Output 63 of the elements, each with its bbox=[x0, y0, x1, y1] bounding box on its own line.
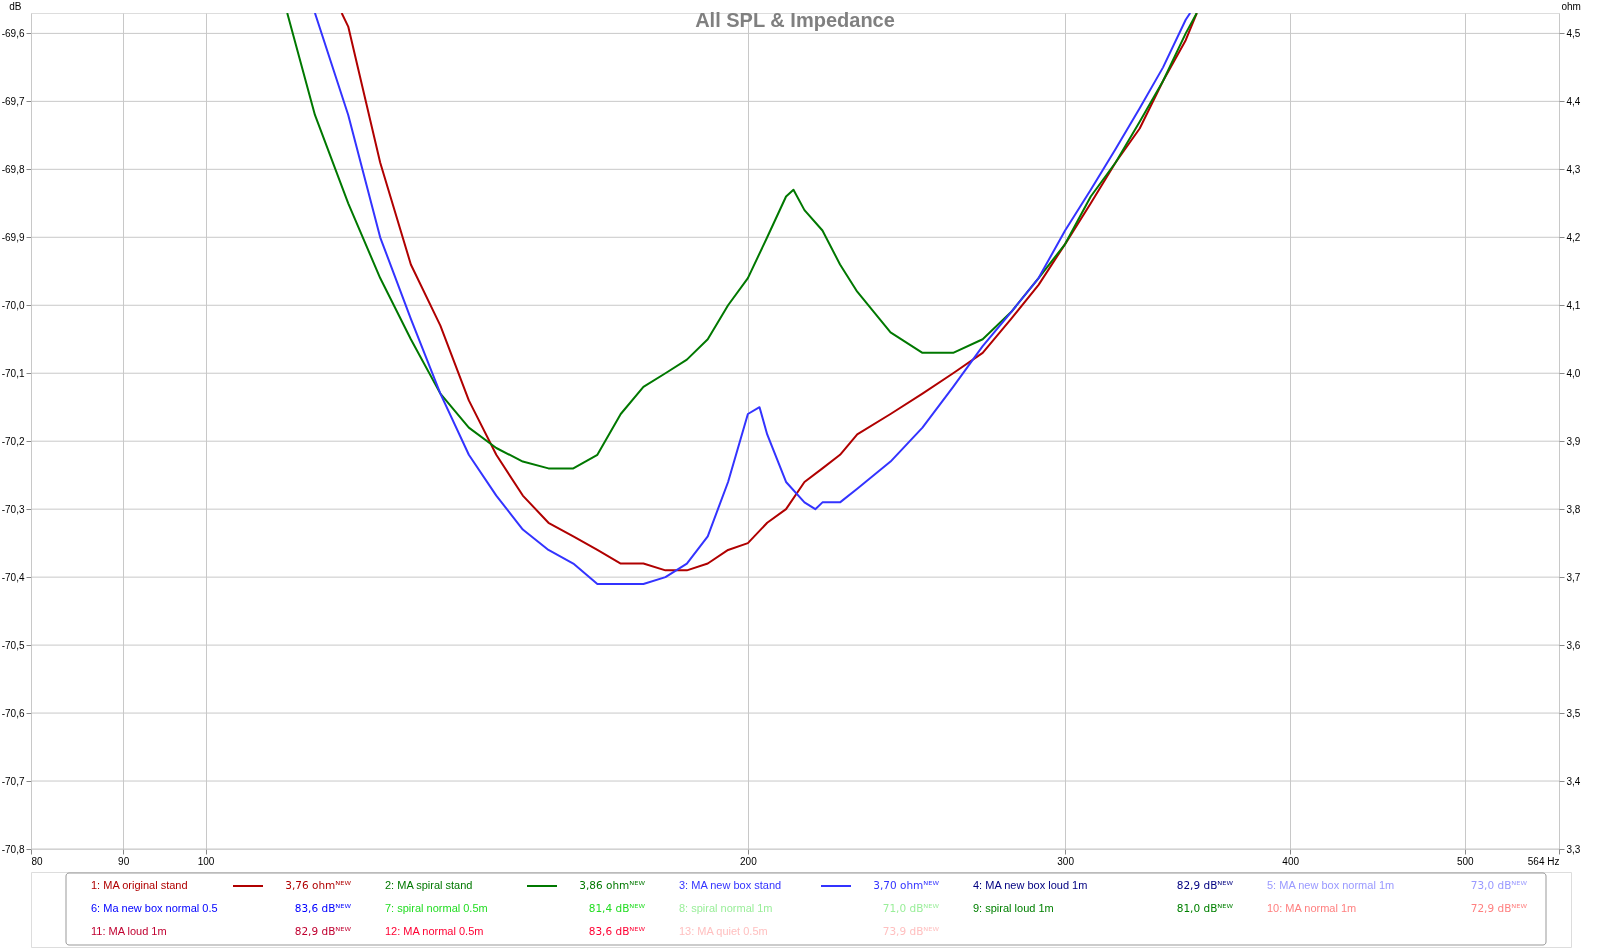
y2-tick-label: 3,6 bbox=[1566, 639, 1581, 651]
y-tick-label: -70,6 bbox=[1, 707, 25, 719]
x-tick-label: 300 bbox=[1057, 855, 1075, 867]
y-tick-label: -70,7 bbox=[1, 775, 25, 787]
chart-title: All SPL & Impedance bbox=[695, 9, 895, 31]
legend-label: 13: MA quiet 0.5m bbox=[679, 925, 768, 937]
legend-label: 5: MA new box normal 1m bbox=[1267, 879, 1395, 891]
text: 81,0 dBᴺᴱᵂ bbox=[1176, 902, 1234, 914]
text: 3,76 ohmᴺᴱᵂ bbox=[285, 879, 352, 891]
text: 73,0 dBᴺᴱᵂ bbox=[1470, 879, 1528, 891]
y2-tick-label: 3,5 bbox=[1566, 707, 1581, 719]
y-axis-title: dB bbox=[9, 0, 22, 12]
legend-label: 4: MA new box loud 1m bbox=[973, 879, 1088, 891]
y2-tick-label: 4,1 bbox=[1566, 299, 1581, 311]
legend-label: 9: spiral loud 1m bbox=[973, 902, 1054, 914]
y2-tick-label: 3,8 bbox=[1566, 503, 1581, 515]
text: 1: MA original stand bbox=[91, 879, 188, 891]
y2-tick-label: 4,3 bbox=[1566, 163, 1581, 175]
y2-tick-label: 4,5 bbox=[1566, 27, 1581, 39]
y2-tick-label: 3,7 bbox=[1566, 571, 1581, 583]
legend-label: 10: MA normal 1m bbox=[1267, 902, 1357, 914]
y-tick-label: -70,4 bbox=[1, 571, 25, 583]
y-tick-label: -70,8 bbox=[1, 843, 25, 855]
text: 2: MA spiral stand bbox=[385, 879, 473, 891]
legend-label: 11: MA loud 1m bbox=[91, 925, 167, 937]
y2-tick-label: 3,4 bbox=[1566, 775, 1581, 787]
text: 72,9 dBᴺᴱᵂ bbox=[1470, 902, 1528, 914]
legend-label: 6: Ma new box normal 0.5 bbox=[91, 902, 218, 914]
y-tick-label: -70,2 bbox=[1, 435, 25, 447]
legend-label: 12: MA normal 0.5m bbox=[385, 925, 484, 937]
y2-tick-label: 4,2 bbox=[1566, 231, 1581, 243]
y-tick-label: -69,8 bbox=[1, 163, 25, 175]
text: 83,6 dBᴺᴱᵂ bbox=[588, 925, 646, 937]
text: 3,70 ohmᴺᴱᵂ bbox=[873, 879, 940, 891]
x-tick-label: 80 bbox=[31, 855, 44, 867]
x-tick-label: 90 bbox=[118, 855, 130, 867]
x-tick-label: 100 bbox=[197, 855, 215, 867]
x-tick-label: 200 bbox=[740, 855, 758, 867]
y2-axis-title: ohm bbox=[1561, 0, 1581, 12]
text: 82,9 dBᴺᴱᵂ bbox=[1176, 879, 1234, 891]
text: 82,9 dBᴺᴱᵂ bbox=[294, 925, 352, 937]
y2-tick-label: 3,3 bbox=[1566, 843, 1581, 855]
y2-tick-label: 4,0 bbox=[1566, 367, 1581, 379]
y-tick-label: -70,0 bbox=[1, 299, 25, 311]
x-tick-label: 500 bbox=[1456, 855, 1475, 867]
text: 3: MA new box stand bbox=[679, 879, 782, 891]
text: 73,9 dBᴺᴱᵂ bbox=[882, 925, 940, 937]
text: 71,0 dBᴺᴱᵂ bbox=[882, 902, 940, 914]
text: 83,6 dBᴺᴱᵂ bbox=[294, 902, 352, 914]
y-tick-label: -70,3 bbox=[1, 503, 25, 515]
y-tick-label: -69,6 bbox=[1, 27, 25, 39]
y-tick-label: -70,1 bbox=[1, 367, 25, 379]
y2-tick-label: 4,4 bbox=[1566, 95, 1581, 107]
legend-label: 7: spiral normal 0.5m bbox=[385, 902, 488, 914]
y-tick-label: -69,7 bbox=[1, 95, 25, 107]
x-tick-label: 564 Hz bbox=[1527, 855, 1560, 867]
x-tick-label: 400 bbox=[1282, 855, 1300, 867]
y2-tick-label: 3,9 bbox=[1566, 435, 1581, 447]
y-tick-label: -70,5 bbox=[1, 639, 25, 651]
text: 81,4 dBᴺᴱᵂ bbox=[588, 902, 646, 914]
legend-label: 8: spiral normal 1m bbox=[679, 902, 773, 914]
y-tick-label: -69,9 bbox=[1, 231, 25, 243]
text: 3,86 ohmᴺᴱᵂ bbox=[579, 879, 646, 891]
